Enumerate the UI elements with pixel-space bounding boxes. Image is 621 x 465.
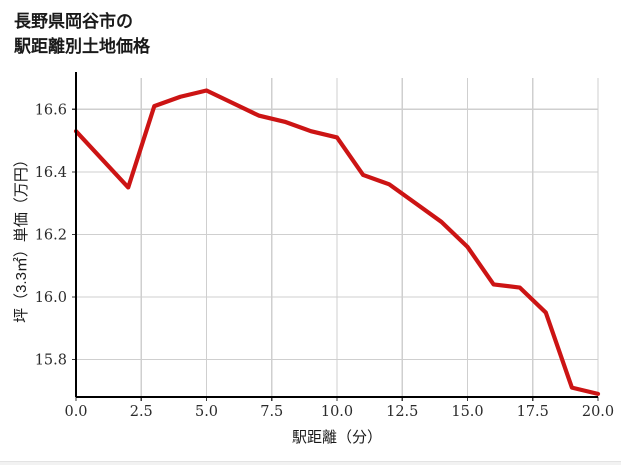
y-tick-label: 15.8 — [35, 352, 67, 368]
data-line-series-0 — [73, 88, 601, 396]
y-tick-label: 16.2 — [35, 227, 67, 243]
x-tick-label: 12.5 — [386, 404, 418, 420]
y-tick-label: 16.4 — [35, 165, 67, 181]
x-tick-label: 10.0 — [321, 404, 353, 420]
x-tick-label: 0.0 — [64, 404, 87, 420]
page-title: 長野県岡谷市の 駅距離別土地価格 — [14, 12, 150, 56]
axis-spines — [74, 72, 598, 399]
x-tick-label: 5.0 — [195, 404, 218, 420]
plot-area — [73, 88, 601, 396]
x-tick-label: 20.0 — [582, 404, 614, 420]
x-tick-label: 2.5 — [130, 404, 153, 420]
tickmarks-group — [72, 108, 599, 401]
x-tick-labels: 0.0 2.5 5.0 7.5 10.0 12.5 15.0 17.5 20.0 — [64, 404, 614, 420]
gridlines-group — [75, 78, 599, 397]
x-tick-label: 7.5 — [260, 404, 283, 420]
x-tick-label: 15.0 — [451, 404, 483, 420]
y-tick-labels: 15.8 16.0 16.2 16.4 16.6 — [35, 102, 67, 368]
y-tick-label: 16.0 — [35, 290, 67, 306]
window-bottom-strip — [0, 461, 621, 465]
x-tick-label: 17.5 — [517, 404, 549, 420]
x-axis-label: 駅距離（分） — [292, 428, 382, 446]
y-axis-label: 坪（3.3㎡）単価（万円） — [13, 152, 30, 323]
y-tick-label: 16.6 — [35, 102, 67, 118]
